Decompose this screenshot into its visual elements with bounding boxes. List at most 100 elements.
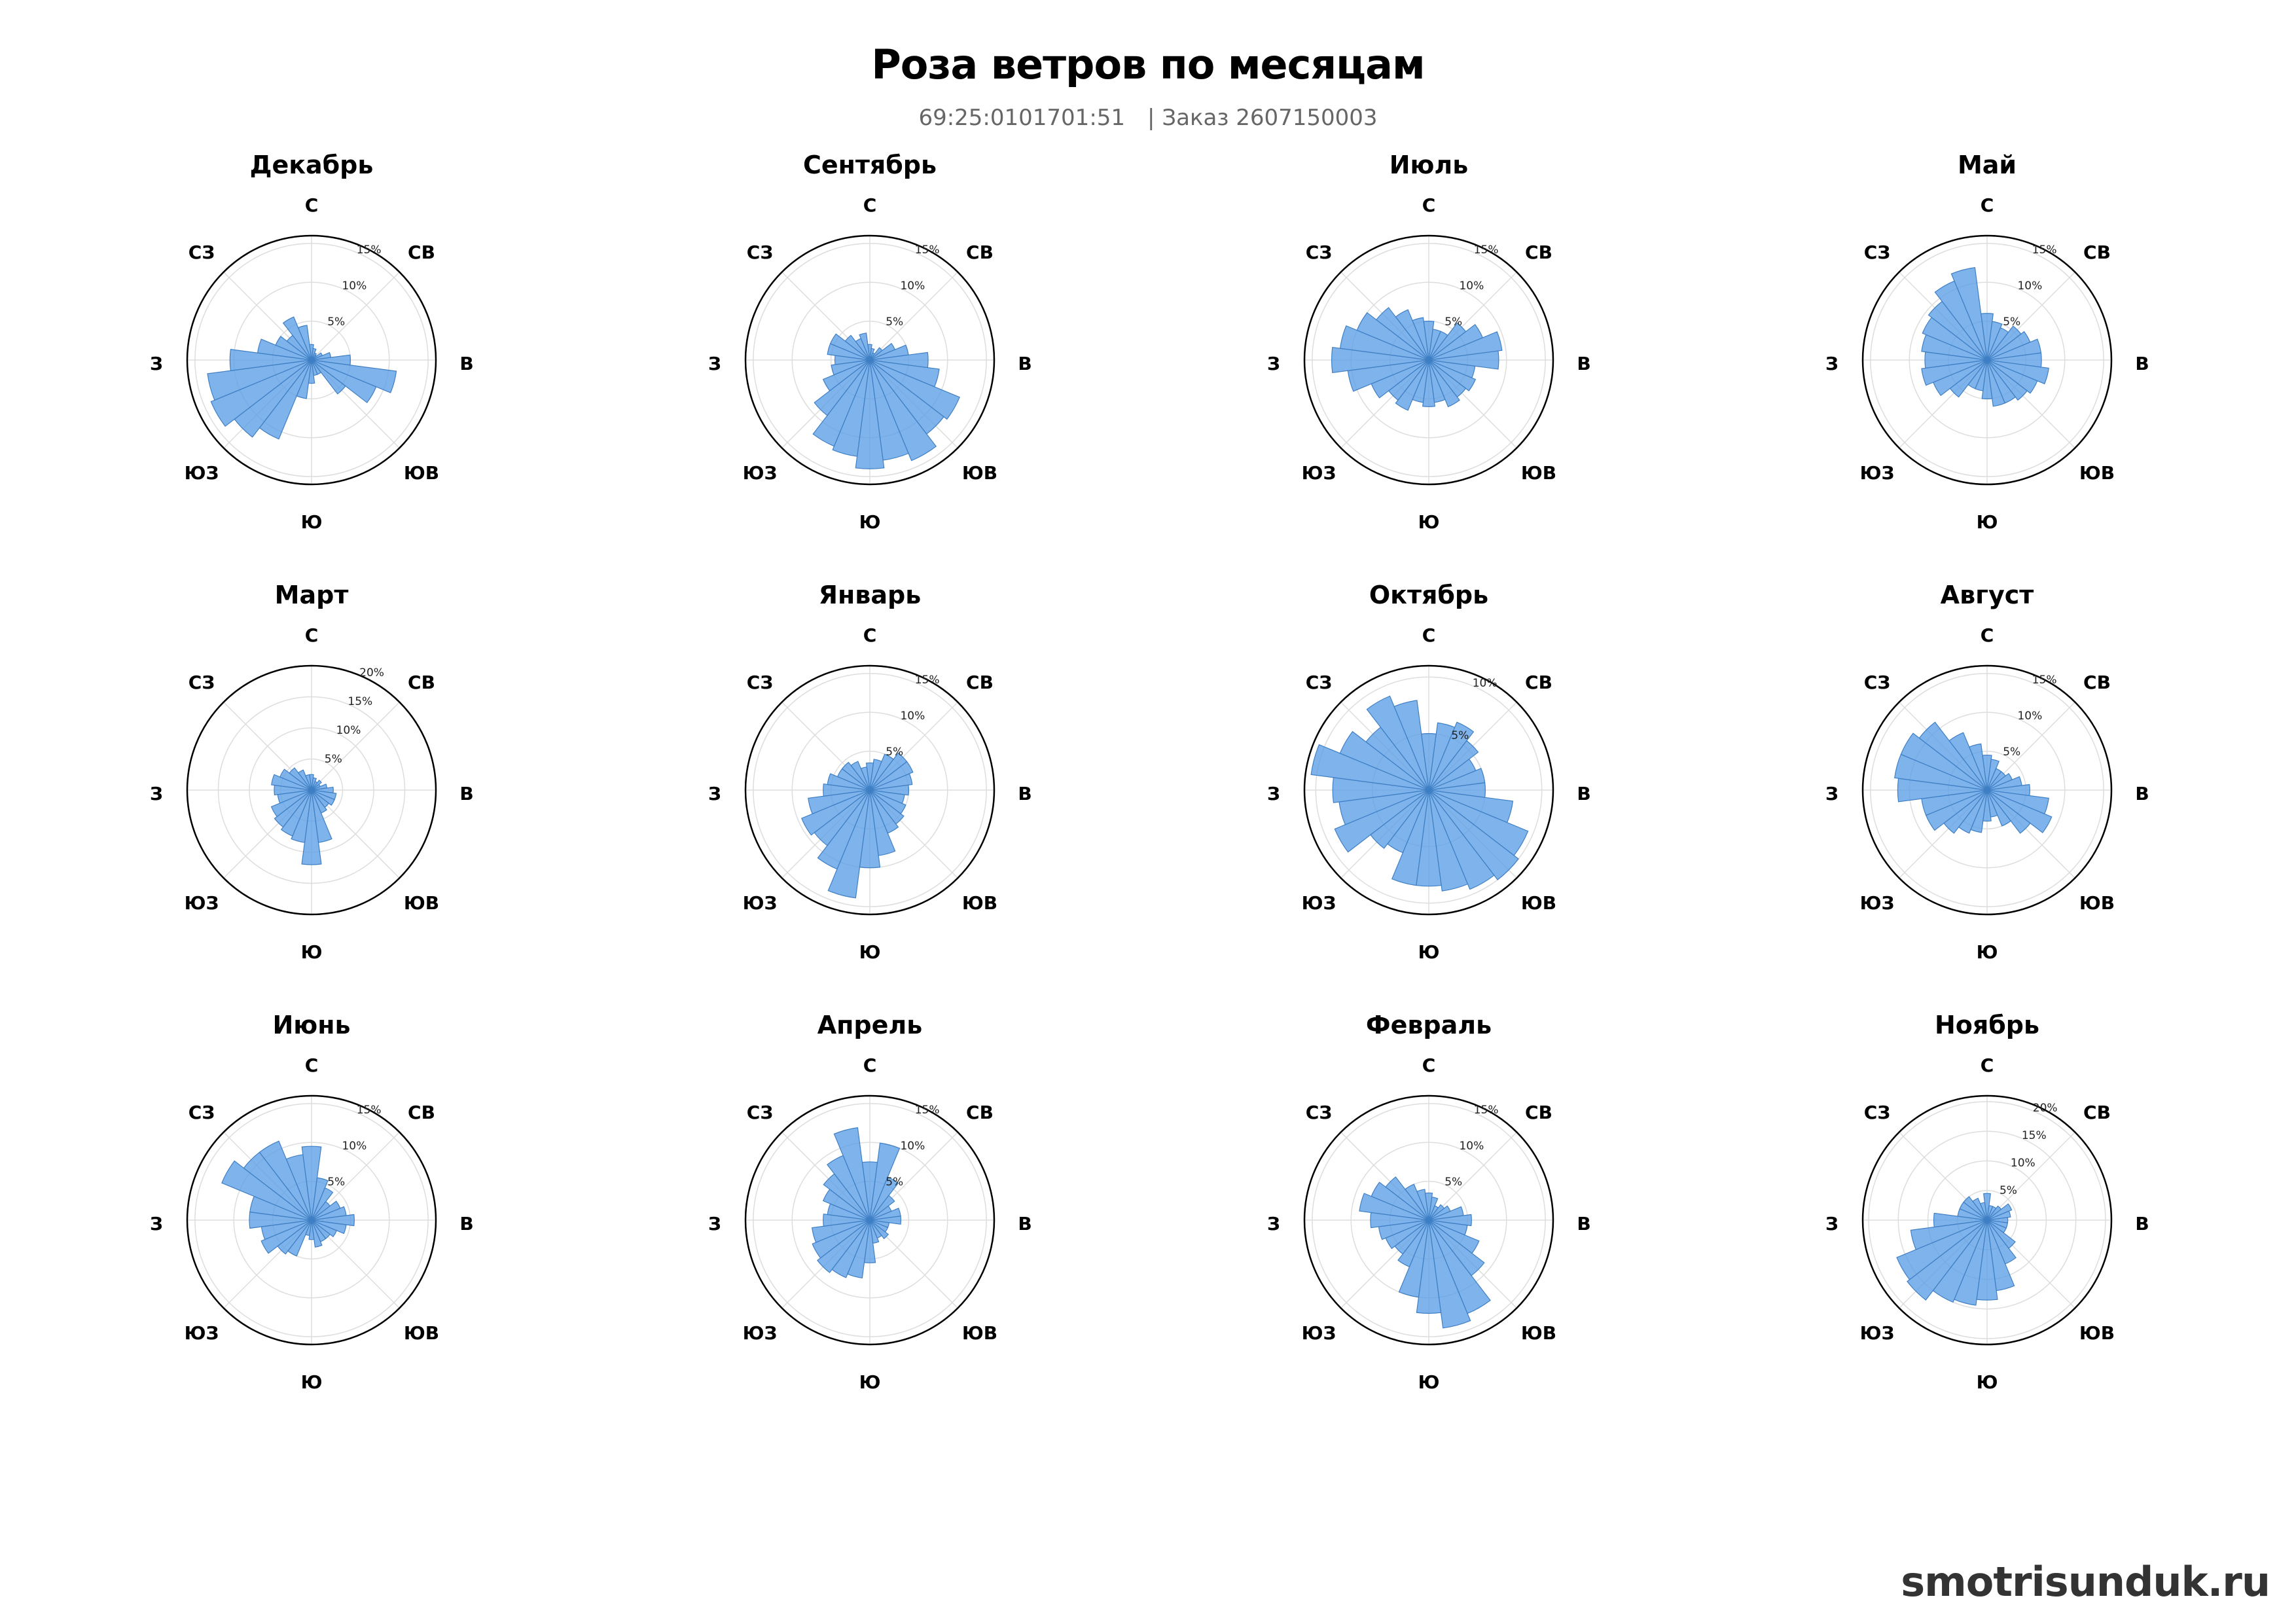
chart-title: Февраль bbox=[1366, 1011, 1492, 1039]
wind-bar bbox=[311, 1214, 355, 1227]
wind-bar bbox=[844, 334, 870, 361]
chart-title: Апрель bbox=[817, 1011, 923, 1039]
direction-label: ЮВ bbox=[2079, 1322, 2115, 1344]
grid-spoke bbox=[311, 702, 400, 791]
direction-label: С bbox=[1981, 1055, 1994, 1076]
wind-rose-0: Декабрь 5% 10% 15% С СВ В ЮВ Ю ЮЗ З СЗ bbox=[150, 151, 474, 533]
direction-label: Ю bbox=[1418, 1371, 1440, 1393]
direction-label: З bbox=[1267, 783, 1280, 804]
wind-bar bbox=[1986, 359, 2028, 401]
direction-label: С bbox=[1422, 624, 1436, 646]
outer-ring bbox=[1303, 1094, 1554, 1346]
wind-bar bbox=[1393, 700, 1429, 791]
wind-bar bbox=[833, 1127, 870, 1221]
ring-tick-label: 10% bbox=[1473, 677, 1498, 690]
direction-label: СЗ bbox=[1306, 1102, 1332, 1123]
chart-title: Май bbox=[1958, 151, 2017, 179]
ring-tick-label: 5% bbox=[886, 746, 903, 759]
wind-bar bbox=[1986, 789, 2031, 834]
wind-bar bbox=[289, 767, 312, 791]
wind-bar bbox=[1986, 1203, 2013, 1221]
wind-bar bbox=[800, 789, 870, 836]
wind-bar bbox=[869, 359, 960, 420]
direction-label: Ю bbox=[301, 941, 323, 963]
wind-bar bbox=[1428, 1219, 1471, 1329]
wind-bar bbox=[259, 1140, 312, 1221]
ring-tick-label: 15% bbox=[1474, 1104, 1499, 1117]
direction-label: В bbox=[1577, 1213, 1590, 1235]
direction-label: СЗ bbox=[747, 1102, 773, 1123]
direction-label: З bbox=[150, 353, 163, 374]
wind-bar bbox=[1983, 1193, 1991, 1221]
chart-title: Декабрь bbox=[250, 151, 374, 179]
direction-label: В bbox=[2135, 353, 2149, 374]
wind-bar bbox=[1428, 721, 1475, 791]
chart-title: Сентябрь bbox=[803, 151, 937, 179]
wind-bar bbox=[274, 789, 312, 828]
wind-bar bbox=[1428, 1214, 1472, 1227]
wind-bar bbox=[869, 1142, 901, 1221]
direction-label: Ю bbox=[1977, 1371, 1998, 1393]
wind-rose-8: Февраль 5% 10% 15% С СВ В ЮВ Ю ЮЗ З СЗ bbox=[1267, 1011, 1591, 1393]
ring-tick-label: 5% bbox=[2003, 316, 2020, 329]
grid-spoke bbox=[311, 272, 400, 361]
wind-bar bbox=[1972, 1197, 1988, 1221]
outer-ring bbox=[1861, 664, 2113, 916]
wind-bar bbox=[301, 1146, 322, 1221]
direction-label: З bbox=[150, 783, 163, 804]
direction-label: ЮЗ bbox=[1302, 462, 1336, 484]
wind-bar bbox=[1981, 359, 1993, 399]
ring-tick-label: 15% bbox=[915, 244, 940, 257]
wind-bar bbox=[285, 1154, 312, 1221]
direction-label: СЗ bbox=[1864, 1102, 1890, 1123]
ring-tick-label: 15% bbox=[1474, 244, 1499, 257]
wind-bar bbox=[823, 784, 870, 797]
direction-label: С bbox=[1981, 194, 1994, 216]
wind-bar bbox=[831, 359, 870, 376]
direction-label: СВ bbox=[408, 1102, 435, 1123]
ring-tick-label: 10% bbox=[900, 1140, 925, 1153]
wind-bar bbox=[297, 325, 312, 361]
direction-label: З bbox=[708, 783, 721, 804]
direction-label: ЮЗ bbox=[1302, 892, 1336, 914]
wind-bar bbox=[1963, 1196, 1988, 1221]
wind-bar bbox=[869, 761, 914, 791]
ring-tick-label: 5% bbox=[2000, 1184, 2017, 1197]
wind-bar bbox=[823, 1214, 870, 1227]
subtitle-separator: | bbox=[1147, 105, 1155, 131]
direction-label: Ю bbox=[1977, 941, 1998, 963]
wind-bar bbox=[1986, 789, 2011, 827]
wind-bar bbox=[841, 761, 870, 791]
ring-tick-label: 20% bbox=[359, 666, 384, 679]
direction-label: З bbox=[1267, 1213, 1280, 1235]
wind-bar bbox=[812, 1219, 870, 1259]
direction-label: СВ bbox=[2083, 242, 2111, 263]
order-number: Заказ 2607150003 bbox=[1162, 105, 1378, 131]
direction-label: ЮЗ bbox=[743, 462, 778, 484]
direction-label: Ю bbox=[1977, 511, 1998, 533]
direction-label: С bbox=[1981, 624, 1994, 646]
direction-label: ЮВ bbox=[1521, 892, 1556, 914]
direction-label: СЗ bbox=[1306, 672, 1332, 693]
direction-label: СВ bbox=[2083, 1102, 2111, 1123]
page-subtitle: 69:25:0101701:51 | Заказ 2607150003 bbox=[0, 105, 2296, 131]
ring-tick-label: 15% bbox=[348, 695, 372, 708]
wind-rose-6: Июль 5% 10% 15% С СВ В ЮВ Ю ЮЗ З СЗ bbox=[1267, 151, 1591, 533]
wind-bar bbox=[869, 1216, 902, 1225]
ring-tick-label: 15% bbox=[2022, 1129, 2047, 1142]
direction-label: В bbox=[459, 1213, 473, 1235]
wind-bar bbox=[829, 333, 870, 361]
wind-bar bbox=[311, 1187, 334, 1221]
wind-bar bbox=[279, 768, 312, 791]
outer-ring bbox=[744, 234, 996, 486]
wind-bar bbox=[860, 767, 870, 791]
wind-bar bbox=[1391, 789, 1429, 886]
ring-tick-label: 10% bbox=[342, 280, 367, 293]
wind-bar bbox=[207, 359, 312, 401]
direction-label: В bbox=[1577, 353, 1590, 374]
outer-ring bbox=[186, 1094, 437, 1346]
grid-spoke bbox=[1986, 1132, 2075, 1221]
wind-bar bbox=[311, 789, 335, 806]
wind-bar bbox=[1416, 1189, 1429, 1221]
